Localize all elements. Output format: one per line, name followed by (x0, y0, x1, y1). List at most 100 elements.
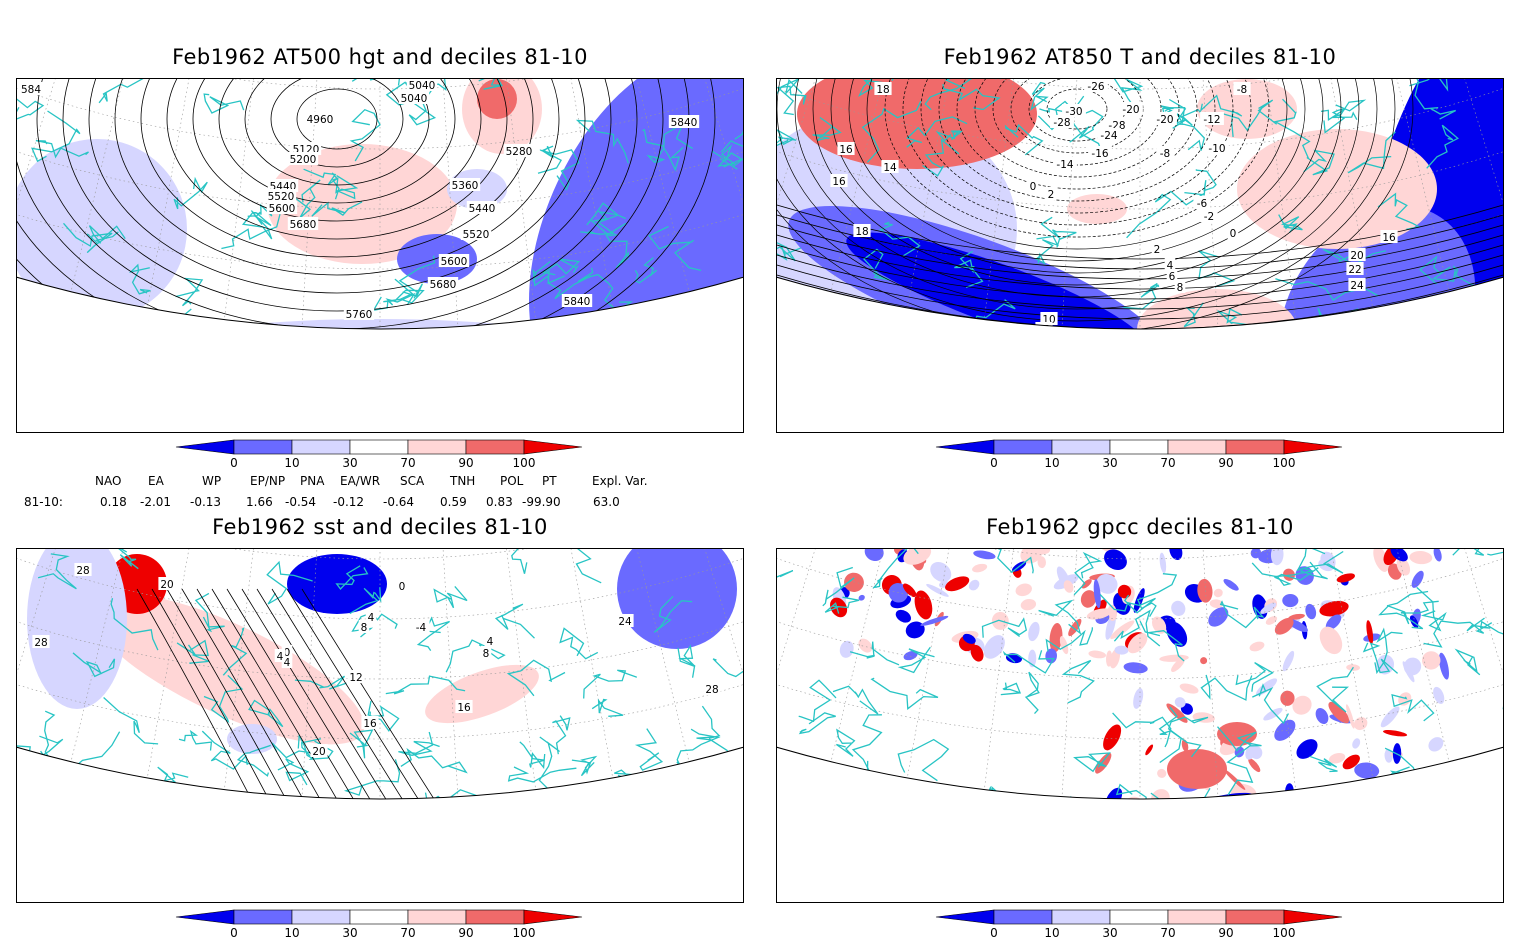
coastline (1094, 339, 1150, 372)
colorbar-segment (1167, 439, 1227, 455)
contour-line (192, 79, 482, 222)
contour-label-box (460, 227, 492, 240)
contour-label-box (358, 620, 370, 633)
contour-label-box (1088, 146, 1112, 159)
colorbar-segment (1225, 439, 1285, 455)
coastline (112, 549, 139, 570)
coastline (1226, 741, 1262, 796)
contour-label-box (347, 670, 365, 683)
colorbar-tick-label: 0 (230, 456, 238, 470)
decile-shading (1274, 719, 1296, 741)
contour-label-box (274, 649, 286, 662)
colorbar-segment (523, 439, 583, 455)
coastline (1164, 106, 1211, 126)
panel-title-sst: Feb1962 sst and deciles 81-10 (212, 515, 548, 539)
contour-label: 16 (1382, 232, 1396, 244)
coastline (1073, 752, 1111, 773)
colorbar-tick-label: 30 (1102, 926, 1117, 940)
coastline (103, 697, 159, 745)
contour-label: 14 (1036, 335, 1050, 347)
colorbar-segment (1051, 439, 1111, 455)
contour-label-box (1174, 280, 1186, 293)
coastline (1139, 620, 1185, 662)
decile-shading (1328, 701, 1350, 724)
coastline (798, 712, 836, 735)
coastline (538, 736, 560, 799)
contour-label-box (1097, 128, 1121, 141)
contour-label: 5200 (290, 154, 317, 166)
coastline (458, 348, 493, 362)
coastline (349, 587, 382, 615)
index-value: 63.0 (593, 495, 620, 509)
decile-shading (1095, 752, 1112, 774)
decile-shading (1403, 657, 1422, 676)
decile-shading (1157, 768, 1167, 778)
contour-label-box (503, 144, 535, 157)
colorbar-segment (1225, 909, 1285, 925)
coastline (473, 801, 500, 828)
contour-line (140, 79, 534, 258)
decile-shading (1373, 549, 1389, 572)
contour-line (244, 79, 430, 186)
coastline (777, 85, 807, 116)
contour-label-box (1034, 333, 1051, 346)
hemisphere-edge (777, 276, 1503, 330)
decile-shading (1088, 831, 1112, 851)
contour-label-box (1153, 112, 1177, 125)
decile-shading (1159, 552, 1167, 574)
contour-label: 4 (1167, 260, 1174, 272)
decile-shading (1267, 832, 1287, 852)
decile-shading (1133, 588, 1145, 613)
contour-line (88, 79, 586, 294)
decile-shading (1271, 809, 1288, 826)
contour-line (777, 208, 1503, 270)
decile-shading (1249, 641, 1265, 652)
contour-label: 28 (202, 855, 215, 867)
contour-label-box (1253, 365, 1270, 378)
decile-shading (1325, 614, 1342, 630)
coastline (398, 731, 440, 756)
decile-shading (1248, 758, 1261, 773)
coastline (920, 827, 936, 857)
contour-label-box (466, 201, 498, 214)
coastline (335, 565, 369, 591)
decile-shading (1155, 833, 1183, 852)
colorbar-sst: 0 10 30 70 90 100 (175, 909, 583, 940)
coastline (1004, 123, 1044, 156)
coastline (777, 569, 794, 594)
contour-label-box (74, 563, 92, 576)
decile-shading (895, 609, 911, 623)
decile-shading (1190, 813, 1220, 841)
decile-shading (1336, 573, 1355, 583)
coastline (615, 842, 675, 884)
colorbar-gpcc: 0 10 30 70 90 100 (935, 909, 1343, 940)
coastline (511, 549, 528, 574)
coastline (1024, 671, 1040, 715)
coastline (507, 766, 577, 783)
decile-shading (1268, 797, 1295, 799)
contour-line (848, 79, 1306, 262)
coastline (203, 93, 245, 114)
decile-shading (858, 594, 865, 601)
contour-label-box (361, 716, 379, 729)
coastline (966, 299, 1016, 329)
contour-label: 8 (361, 622, 368, 634)
contour-label: 0 (399, 581, 406, 593)
contour-label-box (265, 189, 297, 202)
coastline (794, 382, 826, 430)
contour-line (812, 79, 1342, 286)
coastline (1303, 149, 1335, 176)
colorbar-segment (935, 439, 995, 455)
coastline (1069, 109, 1104, 143)
contour-label: 16 (839, 144, 853, 156)
colorbar-tick-label: 100 (513, 926, 536, 940)
decile-shading (1068, 618, 1082, 637)
coastline (711, 144, 743, 168)
colorbar-tick-label: 30 (342, 926, 357, 940)
contour-line (974, 79, 1180, 178)
coastline (906, 116, 968, 148)
coastline (1034, 235, 1059, 265)
decile-shading (89, 593, 365, 745)
coastline (1454, 648, 1481, 676)
